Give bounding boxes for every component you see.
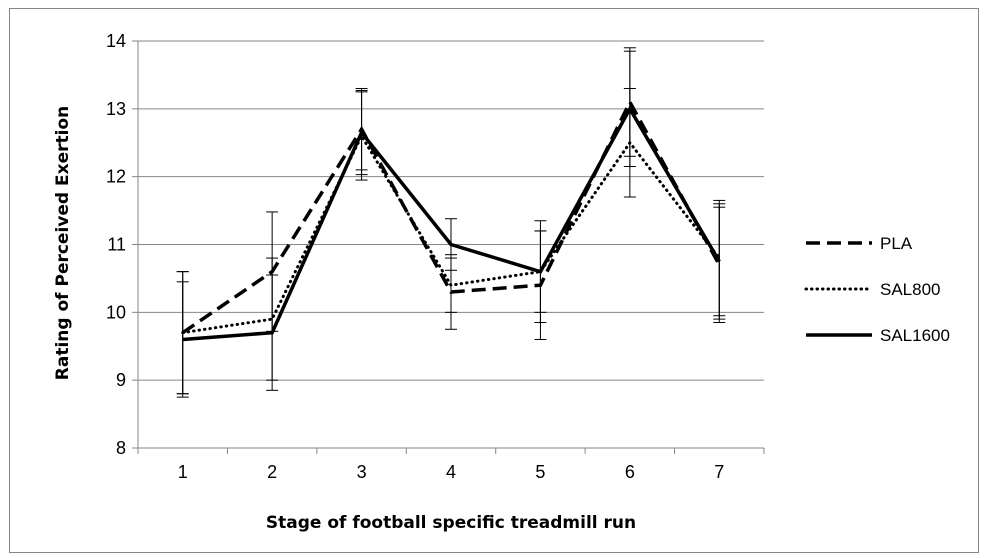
legend: PLA SAL800 SAL1600 <box>804 234 950 345</box>
x-tick-label: 5 <box>535 462 545 482</box>
x-tick-label: 7 <box>714 462 724 482</box>
x-axis-title: Stage of football specific treadmill run <box>266 513 636 533</box>
legend-label: PLA <box>880 234 913 253</box>
y-tick-label: 10 <box>106 302 126 322</box>
x-tick-label: 6 <box>625 462 635 482</box>
legend-label: SAL800 <box>880 280 941 299</box>
x-tick-labels: 1 2 3 4 5 6 7 <box>178 462 725 482</box>
y-tick-label: 12 <box>106 167 126 187</box>
x-tick-label: 2 <box>267 462 277 482</box>
y-tick-label: 8 <box>116 438 126 458</box>
gridlines <box>138 40 764 381</box>
series-line-sal1600 <box>182 105 721 342</box>
axes <box>132 40 765 454</box>
y-tick-label: 13 <box>106 99 126 119</box>
x-tick-label: 1 <box>178 462 188 482</box>
x-tick-label: 4 <box>446 462 456 482</box>
chart-frame <box>9 8 979 553</box>
y-tick-label: 9 <box>116 370 126 390</box>
y-tick-label: 11 <box>107 235 126 255</box>
series-line-pla <box>181 98 721 335</box>
legend-label: SAL1600 <box>880 326 950 345</box>
y-tick-label: 14 <box>106 31 126 51</box>
x-tick-label: 3 <box>357 462 367 482</box>
error-bars <box>176 47 726 398</box>
y-axis-title: Rating of Perceived Exertion <box>53 106 73 380</box>
y-tick-labels: 8 9 10 11 12 13 14 <box>106 31 126 458</box>
series-line-sal800 <box>181 132 721 335</box>
series-lines <box>181 98 721 342</box>
